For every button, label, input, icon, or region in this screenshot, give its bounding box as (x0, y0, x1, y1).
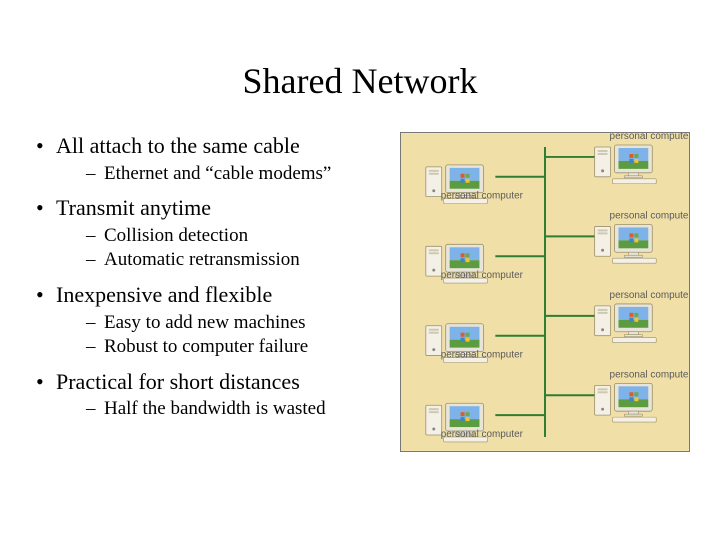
bullet-column: All attach to the same cable Ethernet and… (30, 132, 390, 520)
bullet-text: Transmit anytime (56, 195, 211, 220)
bullet-sublist: Collision detectionAutomatic retransmiss… (56, 224, 390, 273)
bullet-sublist: Easy to add new machinesRobust to comput… (56, 311, 390, 360)
computer-label: personal computer (610, 211, 690, 222)
computer-label: personal computer (441, 191, 524, 202)
slide-title: Shared Network (30, 60, 690, 102)
computer-label: personal computer (441, 270, 524, 281)
computer-label: personal computer (610, 290, 690, 301)
computer-label: personal computer (441, 429, 524, 440)
bullet-level1: Transmit anytime Collision detectionAutom… (30, 194, 390, 273)
bullet-level2: Automatic retransmission (56, 248, 390, 273)
computer-label: personal computer (610, 132, 690, 142)
computer-label: personal computer (441, 350, 524, 361)
bullet-level2: Easy to add new machines (56, 311, 390, 336)
diagram-column: personal computer personal computer person… (390, 132, 690, 520)
network-diagram: personal computer personal computer person… (400, 132, 690, 452)
slide: Shared Network All attach to the same ca… (0, 0, 720, 540)
bullet-level2: Half the bandwidth is wasted (56, 397, 390, 422)
computer-label: personal computer (610, 369, 690, 380)
bullet-level1: Practical for short distances Half the ba… (30, 368, 390, 422)
bullet-level2: Robust to computer failure (56, 335, 390, 360)
slide-body: All attach to the same cable Ethernet and… (30, 132, 690, 520)
bullet-level2: Ethernet and “cable modems” (56, 162, 390, 187)
bullet-text: Practical for short distances (56, 369, 300, 394)
bullet-sublist: Half the bandwidth is wasted (56, 397, 390, 422)
bullet-text: All attach to the same cable (56, 133, 300, 158)
bullet-level2: Collision detection (56, 224, 390, 249)
bullet-sublist: Ethernet and “cable modems” (56, 162, 390, 187)
bullet-level1: Inexpensive and flexible Easy to add new … (30, 281, 390, 360)
bullet-text: Inexpensive and flexible (56, 282, 272, 307)
bullet-level1: All attach to the same cable Ethernet and… (30, 132, 390, 186)
